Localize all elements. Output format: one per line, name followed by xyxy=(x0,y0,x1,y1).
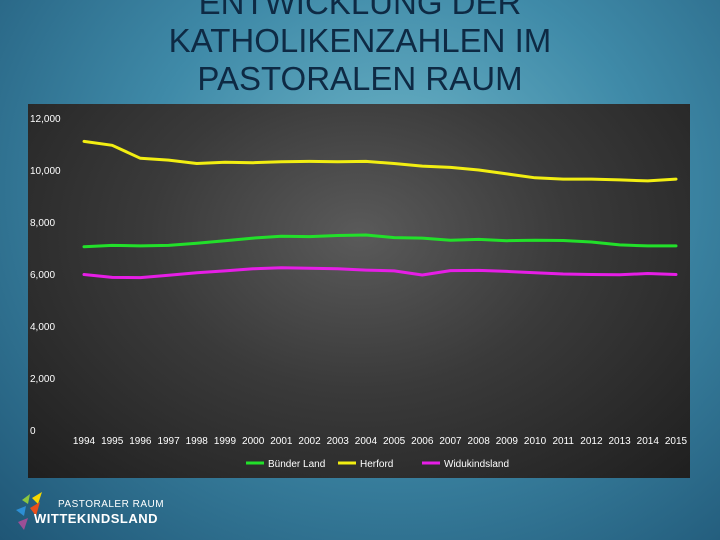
x-tick-label: 2002 xyxy=(298,436,321,447)
series-line xyxy=(82,233,678,249)
logo-leaves-icon xyxy=(16,492,42,530)
series-line xyxy=(82,139,678,183)
x-tick-label: 1995 xyxy=(101,436,124,447)
y-tick-label: 12,000 xyxy=(30,114,61,125)
y-tick-label: 0 xyxy=(30,426,36,437)
x-tick-label: 2000 xyxy=(242,436,265,447)
x-tick-label: 2008 xyxy=(468,436,491,447)
y-tick-label: 2,000 xyxy=(30,374,55,385)
x-tick-label: 2005 xyxy=(383,436,406,447)
logo: PASTORALER RAUM WITTEKINDSLAND xyxy=(12,490,212,534)
x-tick-label: 2013 xyxy=(608,436,631,447)
chart-panel: 0 2,000 4,000 6,000 8,000 10,000 12,000 1994 199… xyxy=(28,104,690,478)
x-tick-label: 2007 xyxy=(439,436,462,447)
series-line xyxy=(82,266,678,280)
y-tick-label: 6,000 xyxy=(30,270,55,281)
x-tick-label: 2015 xyxy=(665,436,688,447)
x-tick-label: 1996 xyxy=(129,436,152,447)
logo-line-2: WITTEKINDSLAND xyxy=(34,511,158,526)
y-tick-label: 4,000 xyxy=(30,322,55,333)
x-tick-label: 2004 xyxy=(355,436,378,447)
line-chart: 0 2,000 4,000 6,000 8,000 10,000 12,000 1994 199… xyxy=(30,114,688,470)
x-tick-label: 2006 xyxy=(411,436,434,447)
y-tick-label: 8,000 xyxy=(30,218,55,229)
x-tick-label: 2009 xyxy=(496,436,519,447)
x-tick-label: 2012 xyxy=(580,436,603,447)
x-tick-label: 1994 xyxy=(73,436,96,447)
x-tick-label: 1998 xyxy=(186,436,209,447)
y-tick-label: 10,000 xyxy=(30,166,61,177)
x-tick-label: 2003 xyxy=(327,436,350,447)
x-tick-label: 2011 xyxy=(552,436,574,447)
legend-label: Herford xyxy=(360,459,393,470)
x-tick-label: 1997 xyxy=(157,436,180,447)
legend-label: Bünder Land xyxy=(268,459,325,470)
logo-line-1: PASTORALER RAUM xyxy=(58,499,165,510)
x-tick-label: 1999 xyxy=(214,436,237,447)
x-tick-label: 2014 xyxy=(637,436,660,447)
x-tick-label: 2001 xyxy=(270,436,293,447)
legend-label: Widukindsland xyxy=(444,459,509,470)
x-tick-label: 2010 xyxy=(524,436,547,447)
